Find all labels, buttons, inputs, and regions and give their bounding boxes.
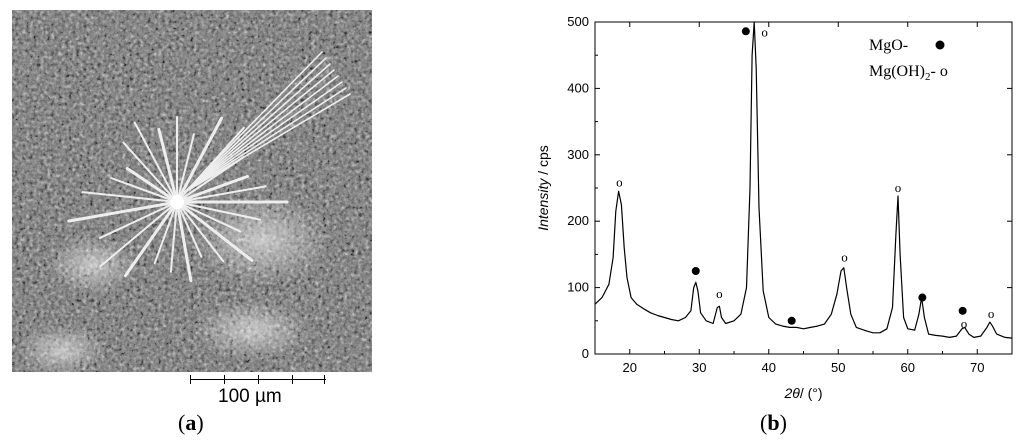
sem-image [12,10,372,372]
x-tick-label: 60 [901,360,915,375]
mgoh2-peak-marker: o [841,250,848,265]
needle [176,201,262,221]
scale-bar-label: 100 µm [218,386,282,407]
panel-label-a: (a) [178,410,204,435]
needle [157,127,179,204]
needle [184,63,331,193]
mgo-peak-marker [741,27,750,36]
x-axis-title: 2θ/ (°) [783,385,822,401]
needle-crystal-cluster [67,51,351,283]
y-tick-label: 400 [567,80,589,95]
y-tick-label: 200 [567,213,589,228]
needle [110,177,178,203]
sem-micrograph [12,10,372,372]
x-tick-label: 50 [831,360,845,375]
needle [175,116,224,204]
needle [184,57,327,193]
x-tick-label: 70 [970,360,984,375]
mgo-peak-marker [958,306,967,315]
needle [184,81,343,193]
needle [153,201,178,265]
needle [184,51,323,193]
needle [175,174,249,204]
legend: MgO- Mg(OH)2- o [869,37,948,83]
needle [122,141,178,203]
mgoh2-peak-marker: o [761,25,768,40]
needle [99,201,178,268]
needle [67,200,179,223]
mgoh2-peak-marker: o [616,175,623,190]
legend-mgoh2-label: Mg(OH)2- o [869,63,948,83]
x-tick-label: 40 [762,360,776,375]
x-tick-label: 30 [692,360,706,375]
needle [184,93,351,193]
needle [175,200,254,262]
y-tick-label: 500 [567,14,589,29]
xrd-plot: 0 100 200 300 400 500 20 30 40 50 60 70 o o o o o o o MgO-… [535,14,1013,401]
legend-mgo-marker [935,40,945,50]
mgoh2-peak-marker: o [961,316,968,331]
mgo-peak-marker [918,293,927,302]
mgoh2-peak-marker: o [716,286,723,301]
needle [98,201,178,239]
mgoh2-peak-marker: o [988,306,995,321]
mgoh2-peak-marker: o [895,180,902,195]
xrd-series-line [594,21,1013,339]
mgo-peak-marker [787,316,796,325]
needle [176,201,242,233]
y-tick-label: 100 [567,280,589,295]
x-tick-label: 20 [623,360,637,375]
scale-bar [190,375,326,387]
needle [176,133,195,203]
needle [125,166,179,204]
mgo-peak-marker [691,267,700,275]
plot-frame [594,21,1013,355]
panel-label-b: (b) [760,410,787,435]
needle [176,201,225,263]
y-tick-label: 0 [582,346,589,361]
y-tick-label: 300 [567,147,589,162]
needle [133,121,178,203]
needle [184,75,339,193]
y-axis-title: Intensity / cps [535,145,551,231]
needle [169,201,178,273]
needle [176,185,267,203]
needle [176,201,203,258]
needle [123,200,179,278]
needle [175,200,193,283]
xrd-chart: 0 100 200 300 400 500 20 30 40 50 60 70 o o o o o o o MgO-… [520,0,1018,441]
needle [184,87,347,193]
needle [81,191,178,203]
legend-mgo-label: MgO- [869,37,908,54]
needle [184,69,335,193]
